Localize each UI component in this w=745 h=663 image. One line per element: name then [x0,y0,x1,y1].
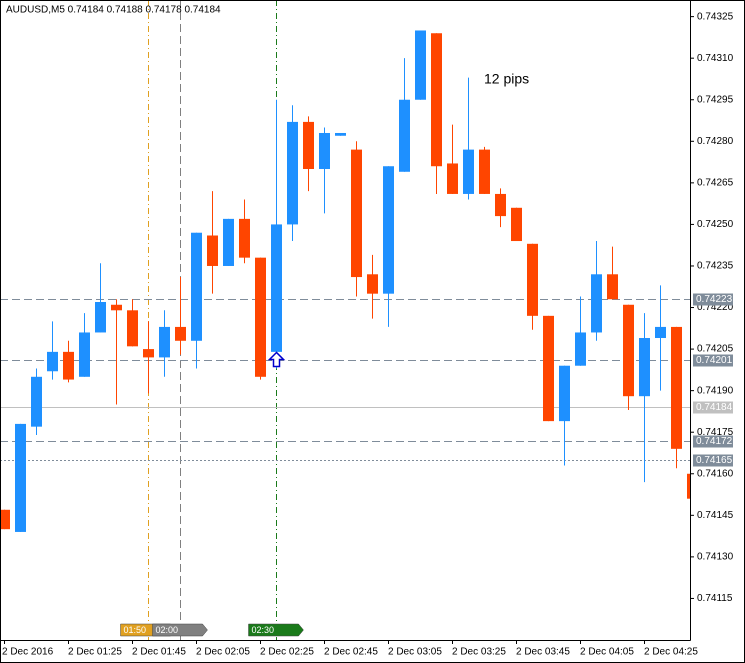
price-label-box [693,454,733,467]
y-tick-label: 0.74175 [697,427,734,438]
candle-body [607,274,618,300]
candle-body [1,509,10,530]
candle-body [671,326,682,449]
candle-body [655,326,666,339]
x-tick-label: 2 Dec 02:45 [324,647,378,658]
candle-body [463,149,474,194]
y-tick-label: 0.74235 [697,261,734,272]
candle-body [223,218,234,266]
candle-body [287,121,298,225]
x-tick-label: 2 Dec 03:25 [452,647,506,658]
candle-body [63,351,74,380]
candle-body [271,224,282,352]
candle-body [591,274,602,333]
x-tick-label: 2 Dec 2016 [2,647,54,658]
candle-body [31,376,42,427]
candle-body [303,121,314,170]
candle-body [447,163,458,194]
y-tick-label: 0.74145 [697,510,734,521]
y-tick-label: 0.74250 [697,219,734,230]
candle-body [191,232,202,341]
time-label-box [248,623,304,637]
x-tick-label: 2 Dec 01:25 [68,647,122,658]
candle-body [143,349,154,358]
header: AUDUSD,M5 0.74184 0.74188 0.74178 0.7418… [6,5,221,16]
candle-body [351,149,362,278]
y-tick-label: 0.74295 [697,94,734,105]
time-label-box [152,623,208,637]
candle-body [319,132,330,170]
plot-area [1,1,690,640]
candle-body [207,235,218,266]
time-label: 02:30 [252,625,275,635]
candle-body [639,338,650,397]
candle-body [335,132,346,136]
candle-body [47,351,58,372]
candle-body [95,301,106,333]
price-label: 0.74172 [696,436,733,447]
y-tick-label: 0.74190 [697,385,734,396]
candle-body [415,30,426,100]
annotation: 12 pips [484,71,529,87]
x-tick-label: 2 Dec 04:05 [580,647,634,658]
x-tick-label: 2 Dec 02:05 [196,647,250,658]
price-label: 0.74165 [696,455,733,466]
candle-body [495,193,506,217]
y-tick-label: 0.74130 [697,552,734,563]
y-tick-label: 0.74205 [697,344,734,355]
candle-body [15,423,26,532]
time-label: 01:50 [124,625,147,635]
candle-body [559,365,570,422]
x-tick-label: 2 Dec 04:25 [644,647,698,658]
candle-body [79,332,90,377]
candle-body [239,218,250,258]
x-tick-label: 2 Dec 02:25 [260,647,314,658]
y-tick-label: 0.74115 [697,593,733,604]
y-tick-label: 0.74160 [697,468,734,479]
x-tick-label: 2 Dec 03:05 [388,647,442,658]
candle-body [527,243,538,316]
price-label: 0.74201 [696,355,733,366]
candle-body [127,310,138,347]
y-tick-label: 0.74265 [697,177,734,188]
x-tick-label: 2 Dec 03:45 [516,647,570,658]
candle-body [111,304,122,311]
time-label: 02:00 [156,625,179,635]
candle-body [543,315,554,422]
price-label-box [693,435,733,448]
price-label: 0.74184 [696,402,733,413]
candle-body [175,326,186,341]
x-tick-label: 2 Dec 01:45 [132,647,186,658]
candle-body [255,257,266,377]
candle-body [383,166,394,294]
arrow-icon [267,351,286,368]
y-tick-label: 0.74220 [697,302,734,313]
price-label-box [693,293,733,306]
candle-body [431,33,442,167]
price-label-box [693,401,733,414]
candle-body [623,304,634,397]
candle-body [399,99,410,172]
candle-body [367,274,378,294]
candle-body [687,473,690,499]
price-label-box [693,354,733,367]
candle-body [159,326,170,358]
candle-body [511,207,522,242]
candle-body [575,332,586,366]
candle-body [479,149,490,194]
y-tick-label: 0.74310 [697,53,734,64]
price-label: 0.74223 [696,294,733,305]
y-tick-label: 0.74325 [697,11,734,22]
y-tick-label: 0.74280 [697,136,734,147]
